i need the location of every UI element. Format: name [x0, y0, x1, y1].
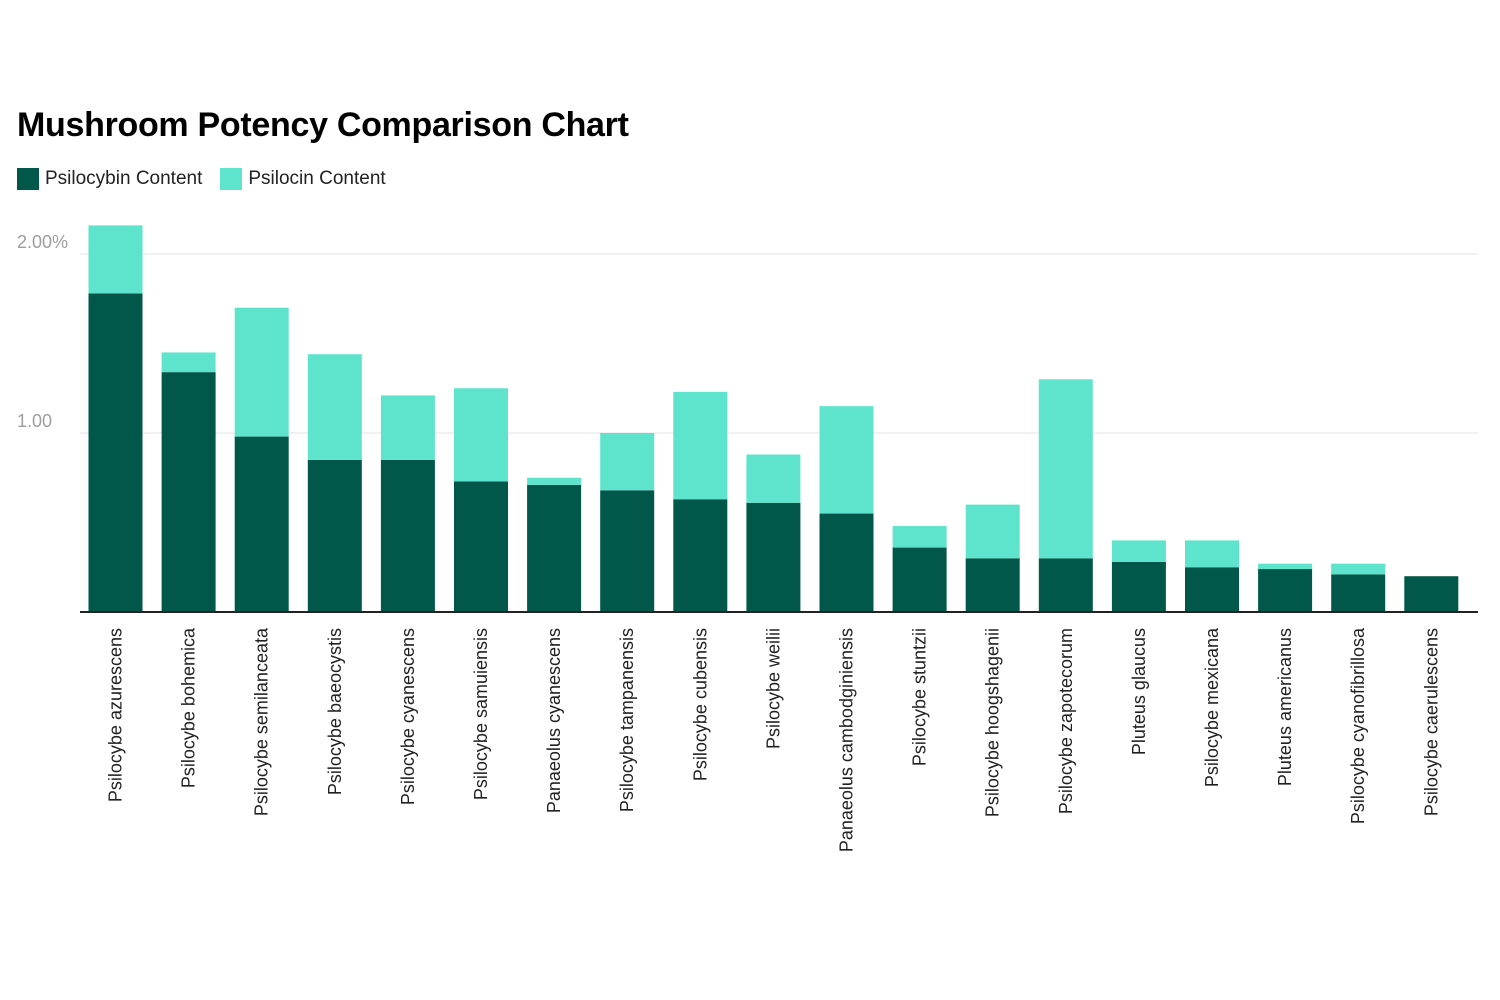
bar-psilocybin	[88, 293, 143, 612]
legend-swatch-psilocin	[220, 168, 243, 190]
bar-psilocin	[600, 433, 655, 491]
x-category-label: Psilocybe caerulescens	[1421, 628, 1441, 816]
x-category-label: Psilocybe cubensis	[690, 628, 710, 781]
bar-psilocybin	[1258, 569, 1313, 612]
bar-psilocin	[965, 504, 1020, 559]
x-category-label: Pluteus americanus	[1275, 628, 1295, 786]
bar-psilocin	[1038, 379, 1093, 559]
bar-psilocin	[819, 406, 874, 514]
x-category-label: Psilocybe samuiensis	[471, 628, 491, 800]
bar-psilocybin	[527, 484, 582, 612]
bar-psilocin	[1185, 540, 1239, 568]
bar-psilocin	[234, 307, 289, 437]
bar-psilocin	[307, 354, 362, 460]
bar-psilocybin	[1038, 558, 1093, 612]
bar-psilocybin	[746, 502, 801, 612]
x-category-label: Psilocybe zapotecorum	[1056, 628, 1076, 814]
bar-psilocybin	[600, 490, 655, 612]
bar-psilocybin	[892, 547, 947, 612]
bar-psilocin	[673, 391, 728, 500]
bar-psilocybin	[1331, 574, 1386, 612]
y-tick-label: 1.00	[17, 411, 52, 431]
x-category-label: Panaeolus cambodginiensis	[837, 628, 857, 852]
bar-psilocin	[380, 395, 435, 460]
x-category-label: Psilocybe semilanceata	[252, 627, 272, 816]
x-category-label: Psilocybe cyanescens	[398, 628, 418, 805]
x-category-label: Panaeolus cyanescens	[544, 628, 564, 813]
y-tick-label: 2.00%	[17, 232, 68, 252]
legend-item-psilocybin: Psilocybin Content	[17, 168, 202, 190]
bar-psilocin	[88, 225, 143, 294]
bar-psilocybin	[673, 499, 728, 612]
legend-item-psilocin: Psilocin Content	[220, 168, 386, 190]
bar-psilocybin	[454, 481, 508, 612]
x-category-label: Psilocybe cyanofibrillosa	[1348, 627, 1368, 824]
legend-label-psilocybin: Psilocybin Content	[45, 168, 203, 189]
x-category-label: Psilocybe weilii	[763, 628, 783, 749]
legend-label-psilocin: Psilocin Content	[248, 168, 386, 189]
x-category-label: Psilocybe tampanensis	[617, 628, 637, 812]
bar-psilocybin	[161, 372, 216, 612]
x-category-label: Psilocybe baeocystis	[325, 628, 345, 795]
x-category-label: Psilocybe azurescens	[106, 628, 126, 802]
legend-swatch-psilocybin	[17, 168, 39, 190]
bar-psilocybin	[965, 558, 1020, 612]
x-category-label: Psilocybe bohemica	[179, 627, 199, 788]
bar-psilocybin	[307, 459, 362, 612]
bar-psilocybin	[1111, 561, 1166, 612]
bar-psilocin	[892, 526, 947, 548]
bar-psilocybin	[380, 459, 435, 612]
x-category-label: Psilocybe mexicana	[1202, 627, 1222, 787]
bar-psilocybin	[234, 436, 289, 612]
bar-psilocin	[161, 352, 216, 373]
bar-psilocin	[1111, 540, 1166, 562]
bar-psilocybin	[1404, 576, 1459, 612]
chart-title: Mushroom Potency Comparison Chart	[17, 106, 629, 144]
x-category-label: Psilocybe stuntzii	[910, 628, 930, 766]
legend: Psilocybin Content Psilocin Content	[17, 168, 404, 190]
x-category-label: Psilocybe hoogshagenii	[983, 628, 1003, 817]
bar-psilocybin	[819, 513, 874, 612]
bar-psilocin	[746, 454, 801, 503]
bar-psilocin	[454, 388, 508, 482]
bar-psilocybin	[1185, 567, 1239, 612]
x-category-label: Pluteus glaucus	[1129, 628, 1149, 755]
bar-psilocin	[1331, 563, 1386, 575]
bar-psilocin	[527, 477, 582, 485]
bar-psilocin	[1258, 563, 1313, 570]
